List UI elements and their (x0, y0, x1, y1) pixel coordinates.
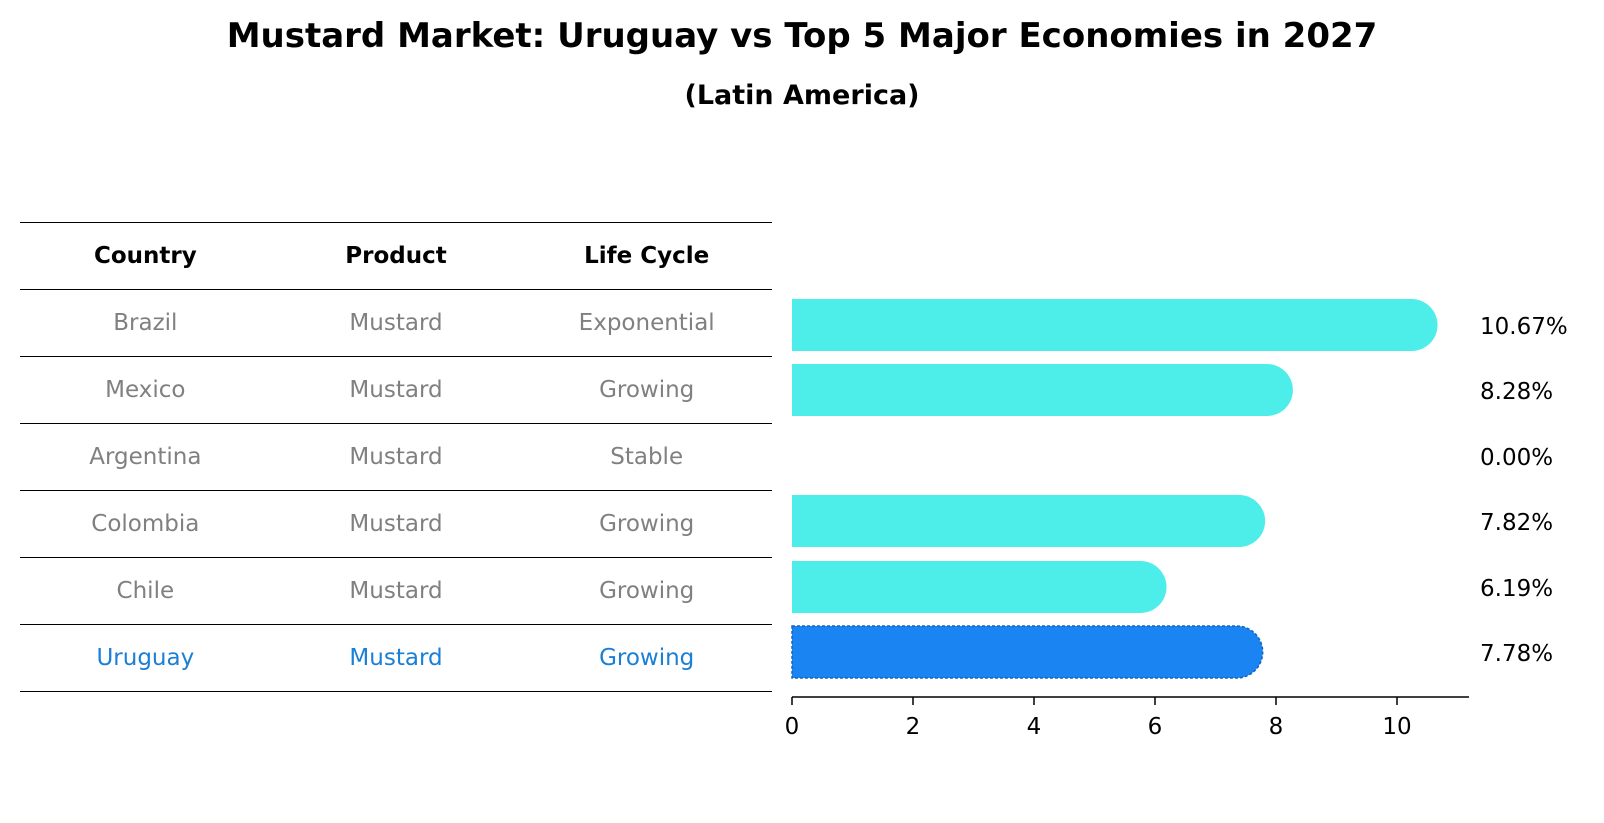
data-label-colombia: 7.82% (1480, 510, 1553, 536)
table-row: Chile Mustard Growing (20, 557, 772, 624)
x-tick-label-10: 10 (1382, 714, 1411, 740)
x-tick-label-6: 6 (1148, 714, 1163, 740)
cell-country: Colombia (91, 511, 200, 537)
cell-country: Argentina (89, 444, 202, 470)
table-row: Mexico Mustard Growing (20, 356, 772, 423)
bar-mexico (792, 364, 1293, 416)
header-life-cycle: Life Cycle (584, 243, 710, 269)
header-country: Country (93, 243, 197, 269)
cell-life-cycle: Stable (610, 444, 684, 470)
cell-life-cycle: Growing (599, 645, 695, 671)
cell-product: Mustard (349, 377, 443, 403)
chart-title: Mustard Market: Uruguay vs Top 5 Major E… (226, 16, 1378, 56)
x-tick-label-2: 2 (906, 714, 921, 740)
cell-product: Mustard (349, 310, 443, 336)
x-tick-label-8: 8 (1269, 714, 1284, 740)
cell-product: Mustard (349, 444, 443, 470)
data-label-mexico: 8.28% (1480, 379, 1553, 405)
market-table: Country Product Life Cycle Brazil Mustar… (20, 222, 772, 692)
data-label-argentina: 0.00% (1480, 445, 1553, 471)
cell-country: Brazil (113, 310, 178, 336)
header-product: Product (345, 243, 447, 269)
cell-life-cycle: Growing (599, 377, 695, 403)
chart-subtitle: (Latin America) (684, 80, 920, 111)
table-row: Colombia Mustard Growing (20, 490, 772, 557)
cell-country: Chile (116, 578, 175, 604)
bar-chile (792, 561, 1167, 613)
cell-country: Mexico (105, 377, 186, 403)
bar-colombia (792, 495, 1266, 547)
x-tick-label-4: 4 (1027, 714, 1042, 740)
table-row: Brazil Mustard Exponential (20, 289, 772, 356)
data-label-uruguay: 7.78% (1480, 641, 1553, 667)
table-row: Argentina Mustard Stable (20, 423, 772, 490)
bar-brazil (792, 299, 1438, 351)
cell-product: Mustard (349, 511, 443, 537)
cell-life-cycle: Growing (599, 578, 695, 604)
bar-uruguay (791, 625, 1264, 679)
cell-product: Mustard (349, 645, 443, 671)
cell-life-cycle: Growing (599, 511, 695, 537)
cell-life-cycle: Exponential (578, 310, 715, 336)
table-row-highlighted: Uruguay Mustard Growing (20, 624, 772, 692)
x-tick-label-0: 0 (785, 714, 800, 740)
data-label-chile: 6.19% (1480, 576, 1553, 602)
table-header-row: Country Product Life Cycle (20, 222, 772, 289)
cell-product: Mustard (349, 578, 443, 604)
data-label-brazil: 10.67% (1480, 314, 1568, 340)
cell-country: Uruguay (96, 645, 195, 671)
